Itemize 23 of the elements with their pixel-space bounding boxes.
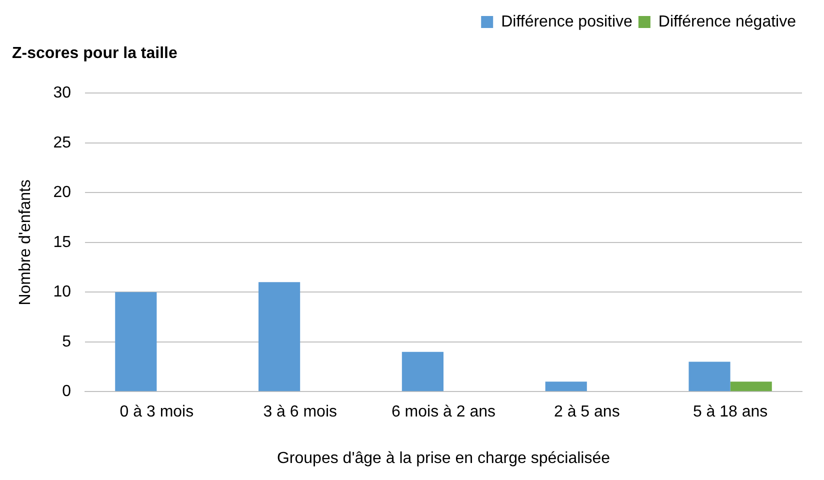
bar [115,292,157,392]
y-tick-label: 20 [53,184,72,202]
x-tick-label: 5 à 18 ans [692,404,768,421]
y-axis-title: Nombre d'enfants [17,180,34,306]
x-tick-label: 0 à 3 mois [120,404,194,421]
y-tick-label: 5 [62,333,72,350]
x-tick-label: 3 à 6 mois [263,404,338,421]
y-tick-label: 25 [53,134,72,152]
legend-label: Différence négative [658,13,796,30]
bar [730,382,772,392]
bar [402,352,444,392]
x-tick-label: 2 à 5 ans [554,404,620,421]
bar [545,382,587,392]
bar [258,282,300,392]
bar [688,362,730,392]
legend-label: Différence positive [501,13,633,30]
y-tick-label: 10 [53,284,72,301]
y-tick-label: 30 [53,84,72,102]
x-tick-label: 6 mois à 2 ans [391,404,496,421]
chart-title: Z-scores pour la taille [12,45,178,62]
y-tick-label: 0 [62,383,72,400]
x-axis-title: Groupes d'âge à la prise en charge spécialisée [276,450,610,467]
y-tick-label: 15 [53,234,72,251]
